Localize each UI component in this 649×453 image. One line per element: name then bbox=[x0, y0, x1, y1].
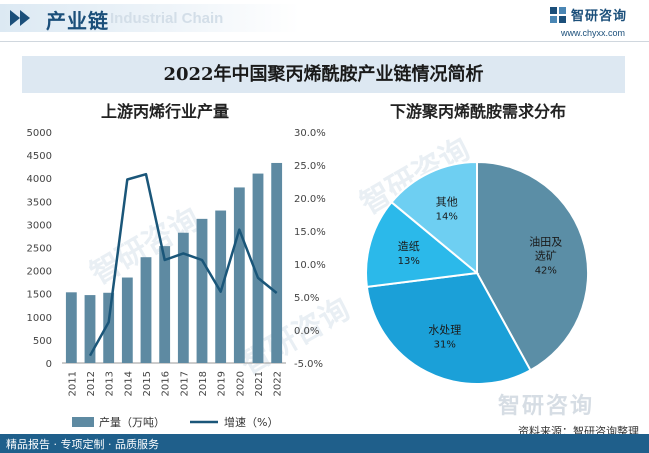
bar-2015 bbox=[140, 257, 152, 363]
x-tick-label: 2019 bbox=[217, 371, 228, 396]
x-tick-label: 2015 bbox=[142, 371, 153, 396]
header-title: 产业链 bbox=[46, 9, 109, 33]
y-left-tick-label: 3500 bbox=[27, 197, 52, 208]
legend-line-label: 增速（%） bbox=[224, 415, 278, 429]
y-left-tick-label: 500 bbox=[33, 336, 52, 347]
x-tick-label: 2016 bbox=[161, 371, 172, 396]
pie-slice-4 bbox=[390, 160, 478, 276]
bar-2011 bbox=[65, 292, 77, 363]
charts-area: 智研咨询智研咨询智研咨询智研咨询上游丙烯行业产量0500100015002000… bbox=[27, 102, 594, 429]
x-tick-label: 2011 bbox=[67, 371, 78, 396]
x-tick-label: 2017 bbox=[179, 371, 190, 396]
y-right-tick-label: 30.0% bbox=[294, 128, 326, 139]
legend-bar-swatch bbox=[72, 417, 94, 427]
brand-name: 智研咨询 bbox=[571, 9, 628, 24]
bar-2020 bbox=[233, 187, 245, 363]
pie-value-label: 13% bbox=[398, 256, 420, 267]
brand-url: www.chyxx.com bbox=[561, 28, 626, 38]
y-left-tick-label: 5000 bbox=[27, 128, 52, 139]
bar-2016 bbox=[159, 246, 171, 363]
y-left-tick-label: 2500 bbox=[27, 244, 52, 255]
y-right-tick-label: 5.0% bbox=[294, 293, 319, 304]
y-left-tick-label: 1500 bbox=[27, 290, 52, 301]
header-ghost-text: Industrial Chain bbox=[110, 10, 224, 27]
left-chart-title: 上游丙烯行业产量 bbox=[101, 102, 229, 121]
bar-2012 bbox=[84, 295, 96, 363]
header-band bbox=[0, 4, 300, 32]
pie-value-label: 42% bbox=[535, 265, 557, 276]
y-left-tick-label: 4000 bbox=[27, 174, 52, 185]
x-tick-label: 2021 bbox=[254, 371, 265, 396]
bar-2014 bbox=[121, 277, 133, 363]
y-right-tick-label: 20.0% bbox=[294, 194, 326, 205]
y-right-tick-label: -5.0% bbox=[294, 359, 323, 370]
bar-2017 bbox=[177, 232, 189, 363]
brand-logo-icon bbox=[550, 7, 566, 23]
bar-2019 bbox=[215, 210, 227, 363]
pie-slice-3 bbox=[365, 200, 480, 289]
bar-2021 bbox=[252, 173, 264, 363]
x-tick-label: 2013 bbox=[105, 371, 116, 396]
pie-label: 水处理 bbox=[428, 323, 461, 336]
brand: 智研咨询 www.chyxx.com bbox=[549, 4, 639, 44]
page-header: Industrial Chain 产业链 智研咨询 www.chyxx.com bbox=[0, 0, 649, 42]
bar-2018 bbox=[196, 218, 208, 363]
bar-2013 bbox=[103, 292, 115, 363]
y-left-tick-label: 4500 bbox=[27, 151, 52, 162]
footer-text: 精品报告 · 专项定制 · 品质服务 bbox=[6, 438, 159, 451]
pie-value-label: 31% bbox=[434, 339, 456, 350]
y-left-tick-label: 3000 bbox=[27, 220, 52, 231]
y-right-tick-label: 10.0% bbox=[294, 260, 326, 271]
y-right-tick-label: 0.0% bbox=[294, 326, 319, 337]
x-tick-label: 2022 bbox=[273, 371, 284, 396]
pie-slice-1 bbox=[476, 160, 590, 372]
legend-bar-label: 产量（万吨） bbox=[99, 415, 165, 429]
pie-label: 其他 bbox=[436, 196, 458, 209]
y-right-tick-label: 15.0% bbox=[294, 227, 326, 238]
y-right-tick-label: 25.0% bbox=[294, 161, 326, 172]
right-chart-title: 下游聚丙烯酰胺需求分布 bbox=[390, 102, 566, 121]
main-title: 2022年中国聚丙烯酰胺产业链情况简析 bbox=[22, 56, 625, 93]
bar-2022 bbox=[271, 162, 283, 363]
header-arrow-icon bbox=[10, 10, 30, 26]
y-left-tick-label: 2000 bbox=[27, 267, 52, 278]
y-left-tick-label: 0 bbox=[46, 359, 52, 370]
watermark-brand: 智研咨询 bbox=[498, 393, 594, 419]
x-tick-label: 2012 bbox=[86, 371, 97, 396]
x-tick-label: 2020 bbox=[235, 371, 246, 396]
y-left-tick-label: 1000 bbox=[27, 313, 52, 324]
growth-rate-line bbox=[88, 172, 278, 357]
footer-bar: 精品报告 · 专项定制 · 品质服务 bbox=[0, 434, 649, 453]
x-tick-label: 2018 bbox=[198, 371, 209, 396]
header-divider bbox=[0, 41, 649, 42]
pie-label: 选矿 bbox=[535, 249, 557, 262]
pie-slice-2 bbox=[365, 271, 532, 385]
x-tick-label: 2014 bbox=[123, 371, 134, 396]
pie-label: 造纸 bbox=[398, 239, 420, 253]
pie-label: 油田及 bbox=[529, 234, 562, 248]
pie-value-label: 14% bbox=[436, 212, 458, 223]
